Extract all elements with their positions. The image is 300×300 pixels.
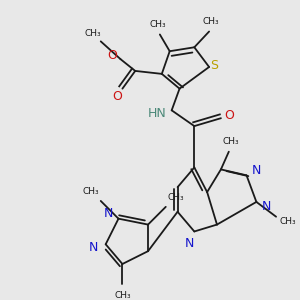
- Text: CH₃: CH₃: [85, 29, 101, 38]
- Text: CH₃: CH₃: [280, 217, 296, 226]
- Text: N: N: [185, 237, 194, 250]
- Text: N: N: [262, 200, 271, 213]
- Text: CH₃: CH₃: [82, 187, 99, 196]
- Text: O: O: [224, 109, 234, 122]
- Text: CH₃: CH₃: [223, 137, 239, 146]
- Text: N: N: [89, 241, 98, 254]
- Text: HN: HN: [148, 107, 166, 120]
- Text: N: N: [104, 207, 113, 220]
- Text: O: O: [108, 49, 118, 62]
- Text: CH₃: CH₃: [203, 17, 219, 26]
- Text: O: O: [112, 90, 122, 103]
- Text: N: N: [252, 164, 261, 177]
- Text: CH₃: CH₃: [150, 20, 166, 29]
- Text: CH₃: CH₃: [167, 193, 184, 202]
- Text: CH₃: CH₃: [114, 291, 131, 300]
- Text: S: S: [210, 58, 218, 71]
